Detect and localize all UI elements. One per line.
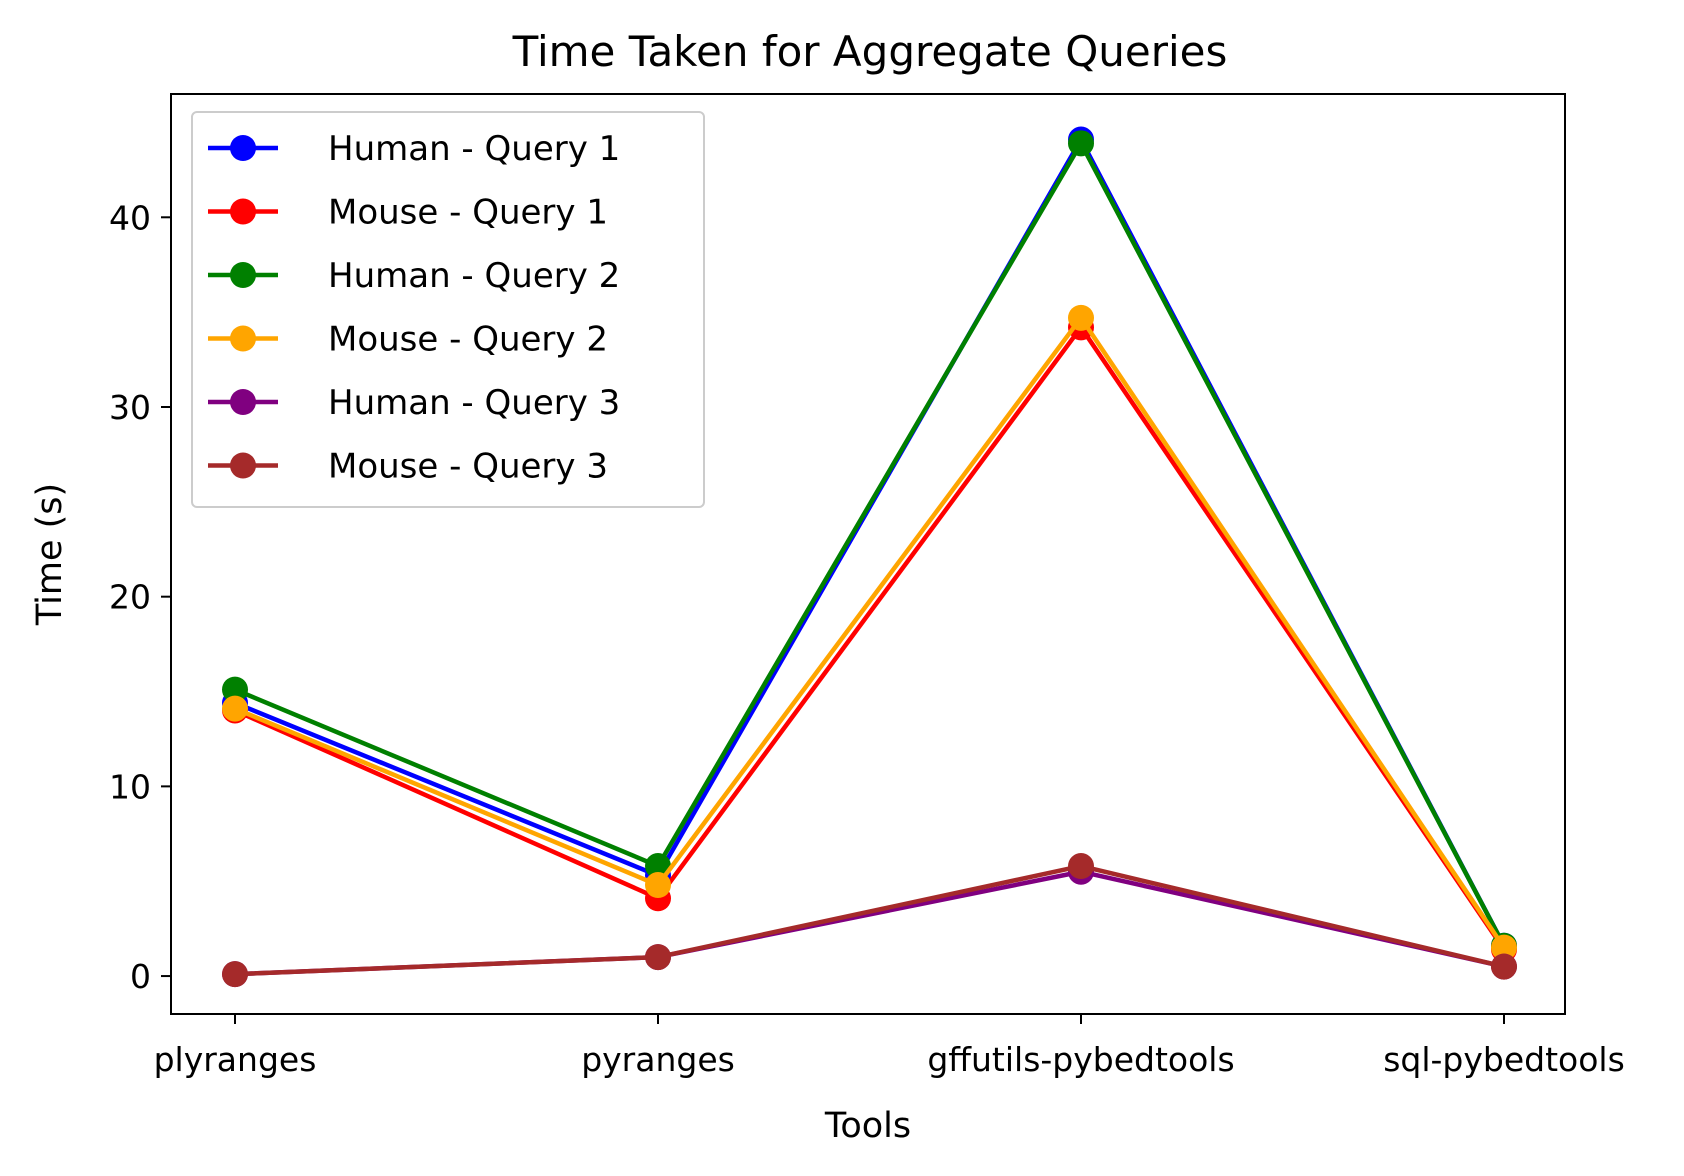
legend-label: Human - Query 2 — [328, 256, 620, 296]
legend-label: Human - Query 1 — [328, 129, 620, 169]
series-group — [222, 304, 1517, 961]
legend: Human - Query 1 Mouse - Query 1 Human - Qu… — [191, 111, 705, 508]
legend-label: Mouse - Query 1 — [328, 193, 608, 233]
y-tick-label: 20 — [109, 578, 151, 617]
data-point — [1068, 853, 1094, 880]
y-axis-title: Time (s) — [30, 483, 70, 626]
legend-marker — [230, 452, 256, 479]
legend-marker — [230, 325, 256, 352]
data-point — [222, 676, 248, 703]
plot-frame — [170, 93, 1566, 1015]
x-tick-label: pyranges — [581, 1040, 735, 1079]
x-tick-label: sql-pybedtools — [1383, 1040, 1625, 1079]
data-point — [1068, 304, 1094, 331]
data-point — [1491, 934, 1517, 961]
data-point — [645, 944, 671, 971]
series-line — [234, 315, 1506, 949]
y-tick-label: 0 — [130, 957, 151, 996]
legend-marker — [230, 389, 256, 415]
series-line — [234, 325, 1506, 951]
data-point — [222, 695, 248, 722]
legend-label: Mouse - Query 2 — [328, 320, 608, 360]
data-point — [1068, 130, 1094, 157]
chart-title: Time Taken for Aggregate Queries — [512, 27, 1228, 76]
y-tick-label: 30 — [109, 388, 151, 427]
legend-marker — [230, 198, 256, 225]
y-tick-label: 40 — [109, 198, 151, 237]
legend-marker — [230, 262, 256, 288]
series-line — [234, 141, 1506, 947]
y-tick-label: 10 — [109, 767, 151, 806]
data-point — [1491, 953, 1517, 980]
data-point — [222, 961, 248, 988]
data-point — [645, 872, 671, 899]
plot-area — [222, 126, 1517, 988]
series-line — [234, 863, 1505, 977]
series-group — [222, 853, 1517, 988]
axes: plyranges pyranges gffutils-pybedtools sql-… — [109, 198, 1625, 1079]
x-tick-label: gffutils-pybedtools — [927, 1040, 1234, 1079]
legend-box — [191, 111, 705, 508]
legend-marker — [230, 135, 256, 161]
legend-label: Mouse - Query 3 — [328, 447, 608, 487]
x-tick-label: plyranges — [154, 1040, 317, 1079]
x-axis-title: Tools — [824, 1106, 911, 1146]
legend-label: Human - Query 3 — [328, 383, 620, 423]
